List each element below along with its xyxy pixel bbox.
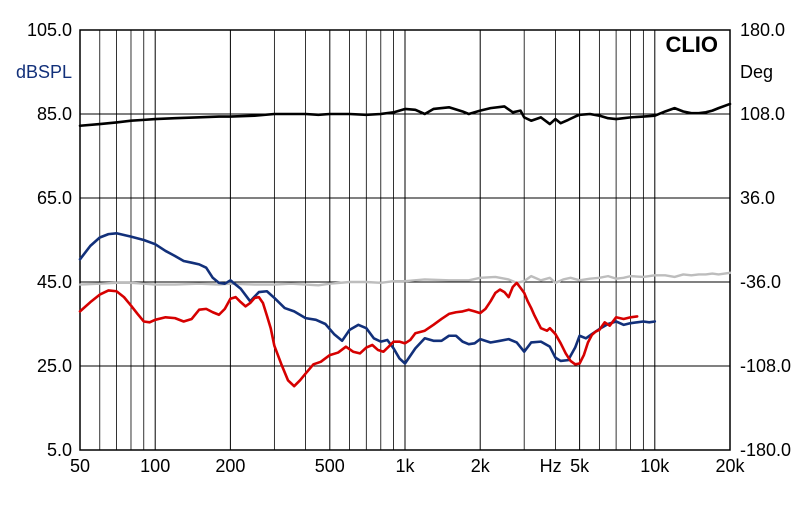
- y-right-label: Deg: [740, 62, 773, 82]
- y-right-tick: 180.0: [740, 20, 785, 40]
- x-tick: 100: [140, 456, 170, 476]
- chart-bg: [0, 0, 800, 507]
- x-tick: 5k: [570, 456, 590, 476]
- x-tick: 1k: [395, 456, 415, 476]
- y-right-tick: -180.0: [740, 440, 791, 460]
- y-left-tick: 25.0: [37, 356, 72, 376]
- x-tick: 500: [315, 456, 345, 476]
- x-axis-label-hz: Hz: [540, 456, 562, 476]
- y-left-tick: 65.0: [37, 188, 72, 208]
- y-right-tick: -36.0: [740, 272, 781, 292]
- y-left-tick: 45.0: [37, 272, 72, 292]
- x-tick: 20k: [715, 456, 745, 476]
- y-right-tick: 108.0: [740, 104, 785, 124]
- chart-svg: 5.0 25.0 45.0 65.0 85.0 105.0 dBSPL -180.0 -108.…: [0, 0, 800, 507]
- y-left-tick: 5.0: [47, 440, 72, 460]
- brand-label: CLIO: [665, 32, 718, 57]
- y-right-tick: -108.0: [740, 356, 791, 376]
- x-tick: 200: [215, 456, 245, 476]
- y-left-tick: 85.0: [37, 104, 72, 124]
- clio-chart: 5.0 25.0 45.0 65.0 85.0 105.0 dBSPL -180.0 -108.…: [0, 0, 800, 507]
- y-left-label: dBSPL: [16, 62, 72, 82]
- y-right-tick: 36.0: [740, 188, 775, 208]
- x-tick: 2k: [471, 456, 491, 476]
- x-tick: 50: [70, 456, 90, 476]
- x-tick: 10k: [640, 456, 670, 476]
- y-left-tick: 105.0: [27, 20, 72, 40]
